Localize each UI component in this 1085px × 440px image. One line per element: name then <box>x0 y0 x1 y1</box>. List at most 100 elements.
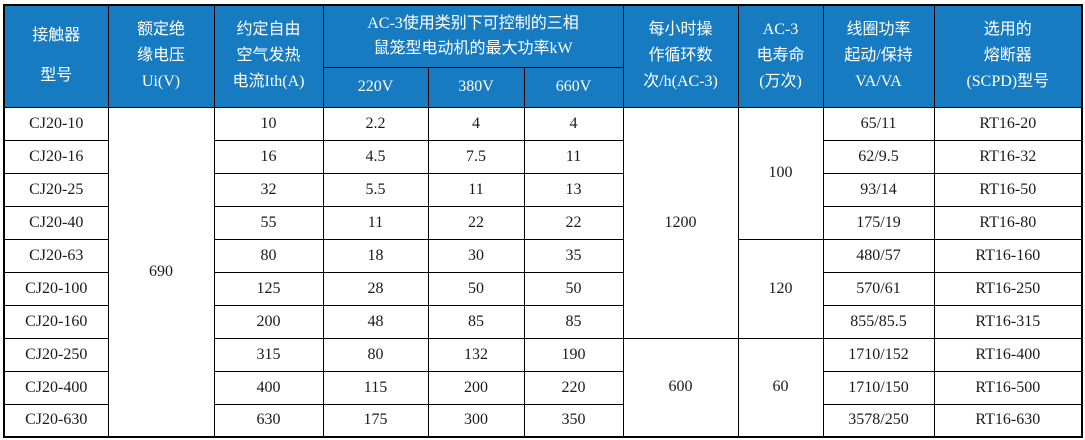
header-coil-line1: 线圈功率 <box>846 21 911 39</box>
header-model-line1: 接触器 <box>32 27 81 45</box>
table-row: CJ20-10 690 10 2.2 4 4 1200 100 65/11 RT… <box>3 106 1083 438</box>
header-power-group: AC-3使用类别下可控制的三相 鼠笼型电动机的最大功率kW <box>322 4 624 68</box>
cell-fuse: RT16-630 <box>933 403 1083 438</box>
header-row-sub: 220V 380V 660V <box>4 66 1082 108</box>
cell-p380: 300 <box>427 403 525 438</box>
cell-p380: 11 <box>427 172 525 207</box>
cell-p380: 22 <box>427 205 525 240</box>
cell-model: CJ20-25 <box>3 172 109 207</box>
cell-coil: 1710/152 <box>822 337 935 372</box>
cell-p220: 48 <box>322 304 429 339</box>
cell-p220: 18 <box>322 238 429 273</box>
cell-fuse: RT16-80 <box>933 205 1083 240</box>
header-insulation-voltage: 额定绝 缘电压 Ui(V) <box>107 4 215 108</box>
header-power-group-line1: AC-3使用类别下可控制的三相 <box>367 15 579 33</box>
cell-coil: 62/9.5 <box>822 139 935 174</box>
table-row: CJ20-400 400 115 200 220 1710/150 RT16-5… <box>3 370 1083 405</box>
cell-fuse: RT16-160 <box>933 238 1083 273</box>
cell-fuse: RT16-500 <box>933 370 1083 405</box>
header-model: 接触器 型号 <box>3 4 109 108</box>
cell-cycles-merged: 600 <box>622 337 739 438</box>
cell-life-merged: 60 <box>737 337 824 438</box>
header-fuse-model: 选用的 熔断器 (SCPD)型号 <box>933 4 1083 108</box>
cell-p380: 30 <box>427 238 525 273</box>
cell-ith: 16 <box>213 139 324 174</box>
cell-fuse: RT16-20 <box>933 106 1083 141</box>
cell-ith: 32 <box>213 172 324 207</box>
cell-p660: 11 <box>523 139 624 174</box>
table-row: CJ20-40 55 11 22 22 175/19 RT16-80 <box>3 205 1083 240</box>
cell-fuse: RT16-250 <box>933 271 1083 306</box>
cell-cycles-merged: 1200 <box>622 106 739 339</box>
table-row: CJ20-100 125 28 50 50 570/61 RT16-250 <box>3 271 1083 306</box>
header-coil-line3: VA/VA <box>855 73 902 91</box>
header-life-line3: (万次) <box>759 73 802 91</box>
cell-model: CJ20-16 <box>3 139 109 174</box>
cell-p220: 11 <box>322 205 429 240</box>
cell-model: CJ20-160 <box>3 304 109 339</box>
cell-coil: 1710/150 <box>822 370 935 405</box>
cell-life-merged: 120 <box>737 238 824 339</box>
cell-coil: 175/19 <box>822 205 935 240</box>
cell-p380: 132 <box>427 337 525 372</box>
cell-fuse: RT16-50 <box>933 172 1083 207</box>
cell-model: CJ20-10 <box>3 106 109 141</box>
cell-p220: 175 <box>322 403 429 438</box>
cell-coil: 3578/250 <box>822 403 935 438</box>
header-life-line1: AC-3 <box>762 21 799 39</box>
cell-coil: 855/85.5 <box>822 304 935 339</box>
cell-p220: 2.2 <box>322 106 429 141</box>
header-cycles-line2: 作循环数 <box>648 47 713 65</box>
header-row-group: 接触器 型号 额定绝 缘电压 Ui(V) 约定自由 空气发热 电流Ith(A) <box>3 4 1083 108</box>
cell-fuse: RT16-32 <box>933 139 1083 174</box>
header-ui-line3: Ui(V) <box>141 73 181 91</box>
cell-model: CJ20-63 <box>3 238 109 273</box>
header-cycles-per-hour: 每小时操 作循环数 次/h(AC-3) <box>622 4 739 108</box>
cell-coil: 65/11 <box>822 106 935 141</box>
cell-ith: 630 <box>213 403 324 438</box>
header-cycles-line3: 次/h(AC-3) <box>643 73 718 91</box>
cell-p220: 5.5 <box>322 172 429 207</box>
cell-ith: 315 <box>213 337 324 372</box>
header-ith-line1: 约定自由 <box>236 21 301 39</box>
cell-p380: 200 <box>427 370 525 405</box>
cell-model: CJ20-100 <box>3 271 109 306</box>
header-220v: 220V <box>322 66 429 108</box>
header-660v: 660V <box>523 66 624 108</box>
header-fuse-line2: 熔断器 <box>983 47 1032 65</box>
header-380v: 380V <box>427 66 525 108</box>
cell-coil: 93/14 <box>822 172 935 207</box>
cell-p220: 80 <box>322 337 429 372</box>
cell-p660: 13 <box>523 172 624 207</box>
cell-p380: 85 <box>427 304 525 339</box>
cell-model: CJ20-250 <box>3 337 109 372</box>
cell-p660: 35 <box>523 238 624 273</box>
cell-p660: 220 <box>523 370 624 405</box>
header-electrical-life: AC-3 电寿命 (万次) <box>737 4 824 108</box>
cell-ith: 55 <box>213 205 324 240</box>
cell-model: CJ20-630 <box>3 403 109 438</box>
table-row: CJ20-16 16 4.5 7.5 11 62/9.5 RT16-32 <box>3 139 1083 174</box>
header-ui-line2: 缘电压 <box>136 47 185 65</box>
cell-p660: 350 <box>523 403 624 438</box>
table-row: CJ20-25 32 5.5 11 13 93/14 RT16-50 <box>3 172 1083 207</box>
cell-p380: 50 <box>427 271 525 306</box>
cell-p660: 50 <box>523 271 624 306</box>
cell-p220: 115 <box>322 370 429 405</box>
header-ith-line2: 空气发热 <box>236 47 301 65</box>
header-fuse-line3: (SCPD)型号 <box>966 73 1050 91</box>
cell-p660: 190 <box>523 337 624 372</box>
cell-p660: 85 <box>523 304 624 339</box>
header-fuse-line1: 选用的 <box>983 21 1032 39</box>
cell-fuse: RT16-315 <box>933 304 1083 339</box>
header-life-line2: 电寿命 <box>756 47 805 65</box>
header-ith-line3: 电流Ith(A) <box>232 73 305 91</box>
header-cycles-line1: 每小时操 <box>648 21 713 39</box>
cell-ui-merged: 690 <box>107 106 215 438</box>
cell-ith: 80 <box>213 238 324 273</box>
header-coil-line2: 起动/保持 <box>844 47 913 65</box>
header-ui-line1: 额定绝 <box>136 21 185 39</box>
cell-p220: 4.5 <box>322 139 429 174</box>
header-thermal-current: 约定自由 空气发热 电流Ith(A) <box>213 4 324 108</box>
